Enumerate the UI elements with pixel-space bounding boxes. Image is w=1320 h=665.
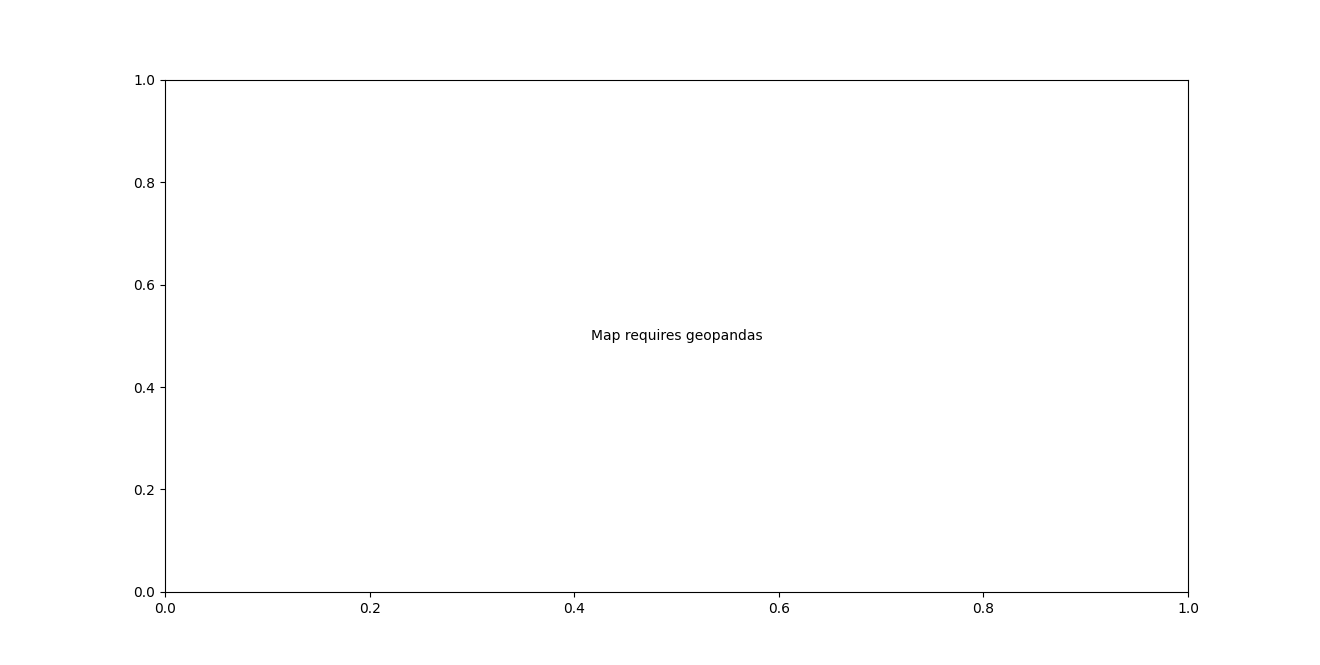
Text: Map requires geopandas: Map requires geopandas bbox=[590, 329, 763, 343]
